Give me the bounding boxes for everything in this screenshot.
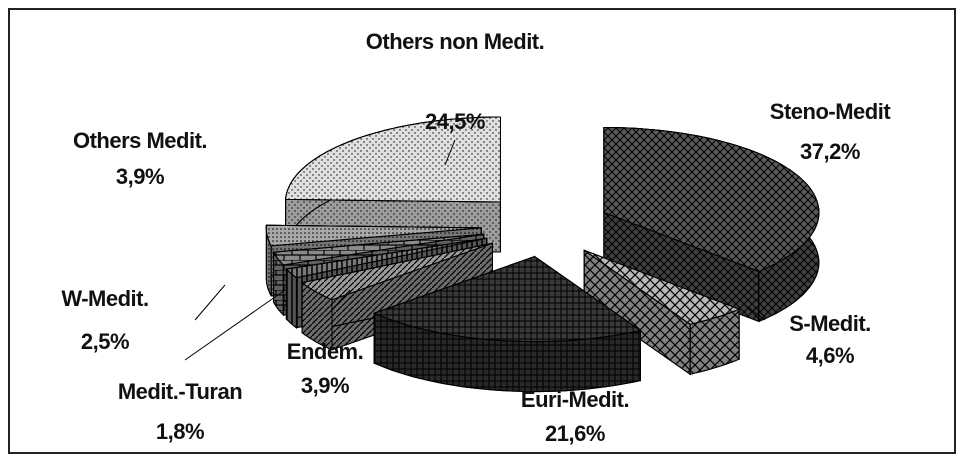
slice-label: 4,6%: [805, 343, 855, 368]
slice-label: 37,2%: [800, 139, 860, 164]
leader-line: [744, 304, 766, 321]
slice-label: 3,9%: [115, 164, 165, 189]
slice-label: 3,9%: [300, 373, 350, 398]
pie: [265, 116, 820, 393]
slice-texture: [285, 237, 487, 279]
slice-label: Endem.: [286, 339, 364, 364]
leader-line: [194, 284, 226, 321]
slice-label: 2,5%: [80, 329, 130, 354]
leader-line: [444, 139, 456, 166]
slice-texture: [603, 127, 820, 272]
slice-texture: [265, 224, 482, 247]
slice-texture: [583, 249, 741, 325]
slice-texture: [272, 233, 484, 266]
slice-label: 24,5%: [425, 109, 485, 134]
slice-texture: [372, 256, 642, 343]
slice-label: Medit.-Turan: [117, 379, 243, 404]
slice-label: Others non Medit.: [365, 29, 545, 54]
slice-label: 1,8%: [155, 419, 205, 444]
slice-texture: [285, 116, 502, 203]
chart-frame: [8, 8, 956, 454]
slice-label: W-Medit.: [61, 286, 149, 311]
slice-label: S-Medit.: [789, 311, 871, 336]
leader-line: [184, 289, 286, 361]
slice-label: 21,6%: [545, 421, 605, 446]
slice-texture: [300, 242, 493, 301]
slice-side-texture: [285, 267, 297, 329]
slice-label: Others Medit.: [72, 128, 208, 153]
slice-label: Steno-Medit: [769, 99, 891, 124]
leader-line: [329, 289, 351, 313]
slice-label: Euri-Medit.: [520, 387, 630, 412]
